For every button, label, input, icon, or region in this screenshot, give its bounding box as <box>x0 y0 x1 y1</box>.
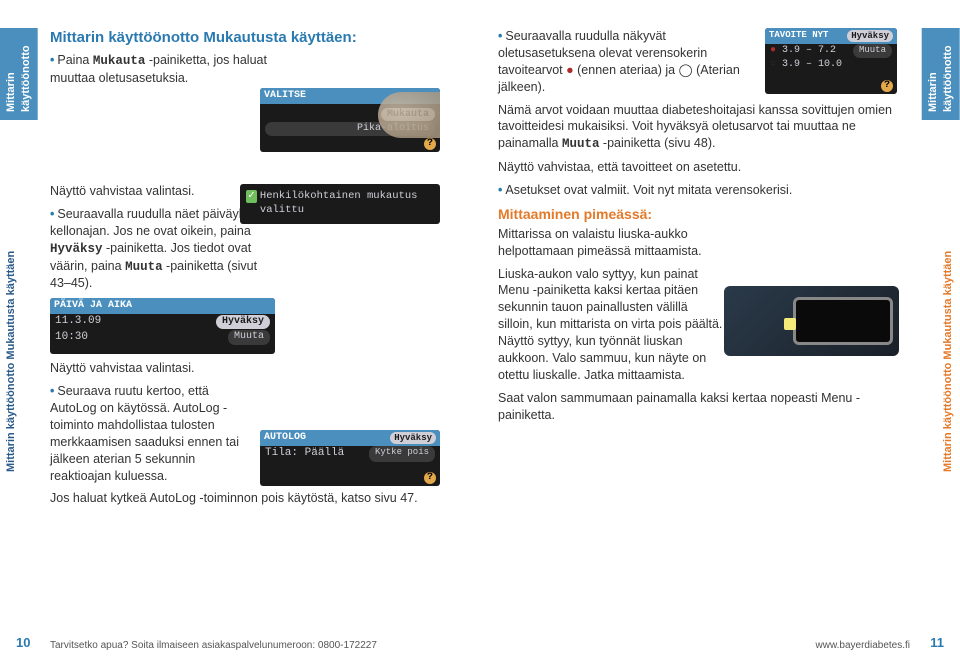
page-right: Mittarinkäyttöönotto Mittarin käyttöönot… <box>480 0 960 664</box>
help-icon[interactable]: ? <box>424 138 436 150</box>
para-confirm-2: Näyttö vahvistaa valintasi. <box>50 360 250 377</box>
target-before-meal: 3.9 – 7.2 <box>782 45 836 56</box>
btn-accept-target[interactable]: Hyväksy <box>847 30 893 42</box>
para-targets-set: Näyttö vahvistaa, että tavoitteet on ase… <box>498 159 908 176</box>
btn-accept-autolog[interactable]: Hyväksy <box>390 432 436 444</box>
apple-icon-inline-2: ◯ <box>679 63 693 77</box>
help-icon-3[interactable]: ? <box>881 80 893 92</box>
heading-customize: Mittarin käyttöönotto Mukautusta käyttäe… <box>50 28 462 48</box>
para-targets-intro: •Seuraavalla ruudulla näkyvät oletusaset… <box>498 28 758 96</box>
screen4-status-label: Tila: <box>265 447 298 459</box>
para-light-off: Saat valon sammumaan painamalla kaksi ke… <box>498 390 908 424</box>
side-tab-left-top: Mittarinkäyttöönotto <box>0 28 38 120</box>
device-screen-autolog: AUTOLOG Hyväksy Tila: Päällä Kytke pois … <box>260 430 440 486</box>
device-screen-select: VALITSE Mukauta Pika-aloitus ? <box>260 88 440 152</box>
footer-url: www.bayerdiabetes.fi <box>816 639 911 653</box>
page-number-left: 10 <box>16 634 30 652</box>
heading-dark-measure: Mittaaminen pimeässä: <box>498 205 910 224</box>
screen3-time: 10:30 <box>55 330 88 345</box>
footer-help-text: Tarvitsetko apua? Soita ilmaiseen asiaka… <box>50 639 377 653</box>
device-screen-confirmed: ✓ Henkilökohtainen mukautus valittu <box>240 184 440 224</box>
para-lit-strip: Mittarissa on valaistu liuska-aukko help… <box>498 226 723 260</box>
screen5-title: TAVOITE NYT <box>769 29 828 43</box>
apple-icon-inline-1: ● <box>566 63 574 77</box>
para-change-targets: Nämä arvot voidaan muuttaa diabeteshoita… <box>498 102 908 154</box>
check-icon: ✓ <box>246 190 257 203</box>
screen3-date: 11.3.09 <box>55 314 101 330</box>
target-after-meal: 3.9 – 10.0 <box>782 59 842 70</box>
device-screen-datetime: PÄIVÄ JA AIKA 11.3.09 Hyväksy 10:30 Muut… <box>50 298 275 354</box>
para-ready: •Asetukset ovat valmiit. Voit nyt mitata… <box>498 182 908 199</box>
screen4-status-val: Päällä <box>305 447 345 459</box>
screen3-title: PÄIVÄ JA AIKA <box>54 299 132 313</box>
screen1-title: VALITSE <box>264 89 306 103</box>
para-press-customize: •Paina Mukauta -painiketta, jos haluat m… <box>50 52 280 87</box>
help-icon-2[interactable]: ? <box>424 472 436 484</box>
btn-accept-datetime[interactable]: Hyväksy <box>216 315 270 329</box>
screen2-text: Henkilökohtainen mukautus valittu <box>260 190 434 217</box>
screen4-title: AUTOLOG <box>264 431 306 445</box>
side-tab-right-top: Mittarinkäyttöönotto <box>922 28 960 120</box>
page-left: Mittarinkäyttöönotto Mittarin käyttöönot… <box>0 0 480 664</box>
para-autolog-off: Jos haluat kytkeä AutoLog -toiminnon poi… <box>50 490 440 507</box>
device-screen-targets: TAVOITE NYT Hyväksy ● 3.9 – 7.2 Muuta ○ … <box>765 28 897 94</box>
thumb-illustration <box>378 92 440 138</box>
btn-change-target[interactable]: Muuta <box>853 44 892 58</box>
apple-filled-icon: ● <box>770 45 776 56</box>
side-tab-left-bottom: Mittarin käyttöönotto Mukautusta käyttäe… <box>0 140 23 480</box>
device-illustration <box>793 297 893 345</box>
btn-change-datetime[interactable]: Muuta <box>228 330 270 345</box>
device-photo <box>724 286 899 356</box>
side-tab-right-bottom: Mittarin käyttöönotto Mukautusta käyttäe… <box>937 140 960 480</box>
apple-outline-icon: ○ <box>770 59 776 70</box>
btn-disable-autolog[interactable]: Kytke pois <box>369 446 435 461</box>
page-number-right: 11 <box>930 634 944 652</box>
